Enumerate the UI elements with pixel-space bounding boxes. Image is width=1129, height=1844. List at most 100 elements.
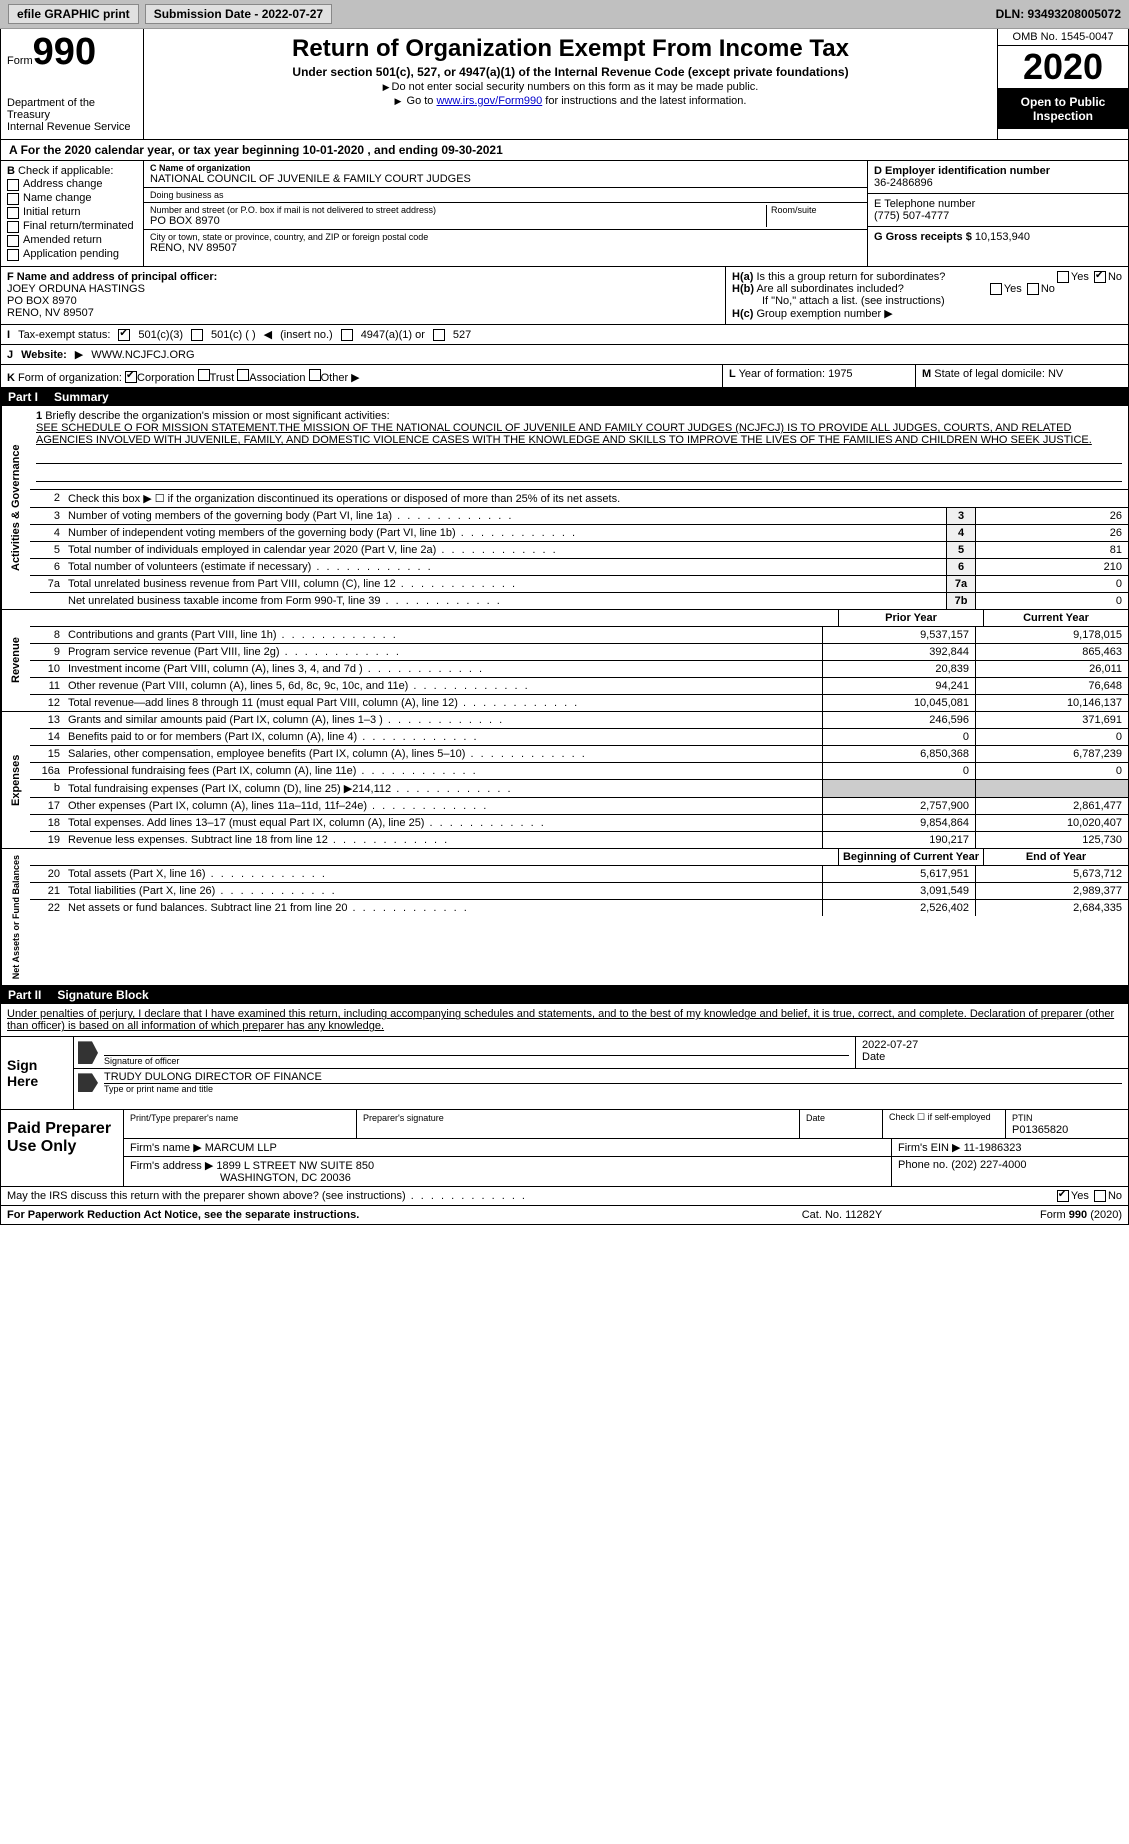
box-5: 5 — [946, 542, 975, 558]
dln: DLN: 93493208005072 — [996, 7, 1121, 21]
dept-irs: Internal Revenue Service — [7, 121, 137, 133]
cb-501c3[interactable] — [118, 329, 130, 341]
checkbox-name-change[interactable] — [7, 193, 19, 205]
val-7b: 0 — [975, 593, 1128, 609]
org-name: NATIONAL COUNCIL OF JUVENILE & FAMILY CO… — [150, 173, 861, 185]
table-row: 15Salaries, other compensation, employee… — [30, 746, 1128, 763]
ha-no[interactable] — [1094, 271, 1106, 283]
box-4: 4 — [946, 525, 975, 541]
prep-ptin-hdr: PTIN — [1012, 1113, 1033, 1123]
sig-name-label: Type or print name and title — [104, 1083, 1122, 1094]
firm-addr1: 1899 L STREET NW SUITE 850 — [216, 1160, 374, 1172]
cb-527[interactable] — [433, 329, 445, 341]
form-note-ssn: Do not enter social security numbers on … — [148, 81, 993, 93]
cb-trust[interactable] — [198, 369, 210, 381]
insert-no: (insert no.) — [280, 329, 333, 341]
row-current: 10,020,407 — [975, 815, 1128, 831]
form-header: Form990 Department of the Treasury Inter… — [0, 29, 1129, 140]
table-row: 12Total revenue—add lines 8 through 11 (… — [30, 695, 1128, 711]
org-name-label: C Name of organization — [150, 163, 251, 173]
discuss-yes[interactable] — [1057, 1190, 1069, 1202]
table-row: 9Program service revenue (Part VIII, lin… — [30, 644, 1128, 661]
cb-corp[interactable] — [125, 371, 137, 383]
domicile-val: NV — [1048, 368, 1063, 380]
efile-label: efile GRAPHIC print — [8, 4, 139, 24]
discuss-no[interactable] — [1094, 1190, 1106, 1202]
ha-yes[interactable] — [1057, 271, 1069, 283]
signature-intro: Under penalties of perjury, I declare th… — [0, 1004, 1129, 1037]
sig-name-val: TRUDY DULONG DIRECTOR OF FINANCE — [104, 1071, 1122, 1083]
activities-governance: Activities & Governance 1 Briefly descri… — [0, 406, 1129, 610]
cb-4947[interactable] — [341, 329, 353, 341]
dept-treasury: Department of the Treasury — [7, 97, 137, 121]
table-row: bTotal fundraising expenses (Part IX, co… — [30, 780, 1128, 798]
vtab-governance: Activities & Governance — [1, 406, 30, 609]
cb-label-5: Application pending — [23, 248, 119, 260]
sign-here-label: Sign Here — [1, 1037, 74, 1109]
row-current: 0 — [975, 763, 1128, 779]
omb-number: OMB No. 1545-0047 — [998, 29, 1128, 46]
website-label: Website: — [21, 349, 67, 361]
note2-post: for instructions and the latest informat… — [542, 95, 746, 107]
domicile-label: State of legal domicile: — [934, 368, 1045, 380]
checkbox-initial-return[interactable] — [7, 207, 19, 219]
table-row: 22Net assets or fund balances. Subtract … — [30, 900, 1128, 916]
val-3: 26 — [975, 508, 1128, 524]
hb-no[interactable] — [1027, 283, 1039, 295]
row-k-l-m: K Form of organization: Corporation Trus… — [0, 365, 1129, 388]
cb-label-0: Address change — [23, 178, 103, 190]
sign-here-block: Sign Here Signature of officer 2022-07-2… — [0, 1037, 1129, 1110]
officer-label: F Name and address of principal officer: — [7, 271, 217, 283]
part-ii-header: Part II Signature Block — [0, 986, 1129, 1004]
room-label: Room/suite — [771, 205, 861, 215]
sig-intro-text: Under penalties of perjury, I declare th… — [7, 1008, 1114, 1032]
arrow-icon — [78, 1041, 98, 1064]
paid-preparer-block: Paid Preparer Use Only Print/Type prepar… — [0, 1110, 1129, 1187]
cb-assoc[interactable] — [237, 369, 249, 381]
hdr-current: Current Year — [983, 610, 1128, 626]
opt-corp: Corporation — [137, 372, 194, 384]
firm-phone: (202) 227-4000 — [951, 1159, 1026, 1171]
dba-label: Doing business as — [150, 190, 861, 200]
cb-other[interactable] — [309, 369, 321, 381]
box-h: H(a) Is this a group return for subordin… — [726, 267, 1128, 324]
footer-r-pre: Form — [1040, 1209, 1069, 1221]
note2-pre: Go to — [407, 95, 437, 107]
box-b-label: Check if applicable: — [18, 165, 113, 177]
street-value: PO BOX 8970 — [150, 215, 766, 227]
table-row: 19Revenue less expenses. Subtract line 1… — [30, 832, 1128, 848]
revenue-section: Revenue Prior YearCurrent Year 8Contribu… — [0, 610, 1129, 712]
form-header-left: Form990 Department of the Treasury Inter… — [1, 29, 144, 139]
paid-preparer-label: Paid Preparer Use Only — [1, 1110, 124, 1186]
row-desc: Net assets or fund balances. Subtract li… — [64, 900, 822, 916]
section-b-to-g: B Check if applicable: Address change Na… — [0, 161, 1129, 267]
cb-501c[interactable] — [191, 329, 203, 341]
row-desc: Other revenue (Part VIII, column (A), li… — [64, 678, 822, 694]
row-current: 6,787,239 — [975, 746, 1128, 762]
prep-print-hdr: Print/Type preparer's name — [130, 1113, 238, 1123]
irs-link[interactable]: www.irs.gov/Form990 — [436, 95, 542, 107]
opt-assoc: Association — [249, 372, 305, 384]
row-current: 2,989,377 — [975, 883, 1128, 899]
row-prior: 6,850,368 — [822, 746, 975, 762]
table-row: 8Contributions and grants (Part VIII, li… — [30, 627, 1128, 644]
checkbox-final-return[interactable] — [7, 221, 19, 233]
city-label: City or town, state or province, country… — [150, 232, 861, 242]
row-shaded — [822, 780, 975, 797]
ha-text: Is this a group return for subordinates? — [756, 271, 945, 283]
opt-501c: 501(c) ( ) — [211, 329, 256, 341]
row-prior: 9,537,157 — [822, 627, 975, 643]
firm-phone-lbl: Phone no. — [898, 1159, 948, 1171]
firm-addr-lbl: Firm's address ▶ — [130, 1160, 213, 1172]
hb-yes[interactable] — [990, 283, 1002, 295]
checkbox-amended[interactable] — [7, 235, 19, 247]
arrow-icon-2 — [78, 1073, 98, 1092]
vtab-revenue: Revenue — [1, 610, 30, 711]
part-i-no: Part I — [8, 390, 38, 404]
table-row: 10Investment income (Part VIII, column (… — [30, 661, 1128, 678]
checkbox-address-change[interactable] — [7, 179, 19, 191]
discuss-no-lbl: No — [1108, 1190, 1122, 1202]
discuss-row: May the IRS discuss this return with the… — [0, 1187, 1129, 1206]
form-header-center: Return of Organization Exempt From Incom… — [144, 29, 997, 139]
checkbox-app-pending[interactable] — [7, 249, 19, 261]
